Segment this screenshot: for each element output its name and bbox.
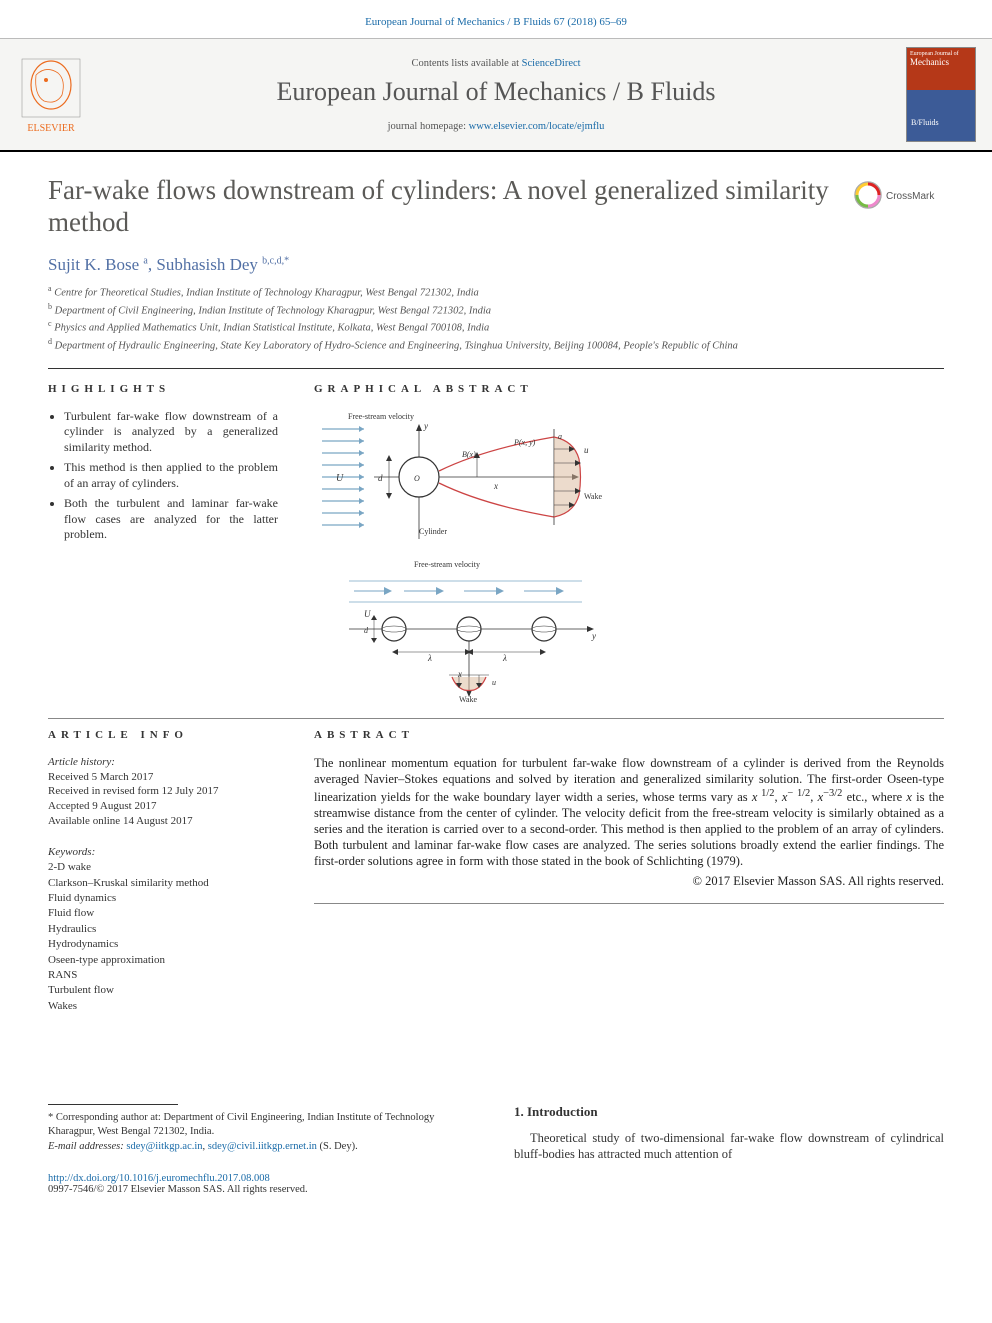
graphical-abstract-heading: GRAPHICAL ABSTRACT <box>314 383 944 395</box>
fig2-y-label: y <box>591 631 596 641</box>
highlights-list: Turbulent far-wake flow downstream of a … <box>48 409 278 544</box>
author-2-sup: b,c,d, <box>262 255 284 266</box>
fig1-y-label: y <box>423 421 428 431</box>
header-citation: European Journal of Mechanics / B Fluids… <box>0 0 992 38</box>
abstract-body: The nonlinear momentum equation for turb… <box>314 756 944 868</box>
email-label: E-mail addresses: <box>48 1141 126 1152</box>
abstract-heading: ABSTRACT <box>314 729 944 741</box>
footer-block: http://dx.doi.org/10.1016/j.euromechflu.… <box>0 1163 992 1219</box>
highlights-heading: HIGHLIGHTS <box>48 383 278 395</box>
affiliations-block: a Centre for Theoretical Studies, Indian… <box>48 283 944 354</box>
rule-before-info <box>48 718 944 719</box>
footnote-separator <box>48 1104 178 1105</box>
keyword: 2-D wake <box>48 860 278 875</box>
affiliation-c: c Physics and Applied Mathematics Unit, … <box>48 318 944 336</box>
corr-text: Corresponding author at: Department of C… <box>48 1112 434 1137</box>
email-suffix: (S. Dey). <box>317 1141 358 1152</box>
fig2-d-label: d <box>364 626 369 635</box>
keyword: Clarkson–Kruskal similarity method <box>48 876 278 891</box>
section-1-p1: Theoretical study of two-dimensional far… <box>514 1130 944 1163</box>
keyword: Oseen-type approximation <box>48 953 278 968</box>
corr-star: * <box>48 1112 56 1123</box>
fig1-Bx-label: B(x) <box>462 450 476 459</box>
aff-text-a: Centre for Theoretical Studies, Indian I… <box>52 287 479 298</box>
keyword: Hydraulics <box>48 922 278 937</box>
fig1-freestream-label: Free-stream velocity <box>348 412 414 421</box>
author-1: Sujit K. Bose <box>48 255 143 274</box>
article-info-heading: ARTICLE INFO <box>48 729 278 741</box>
fig2-wake-label: Wake <box>459 695 477 704</box>
rule-after-affil <box>48 368 944 369</box>
aff-text-d: Department of Hydraulic Engineering, Sta… <box>52 340 738 351</box>
fig1-O-label: O <box>414 474 420 483</box>
fig2-lambda-label-2: λ <box>502 653 507 663</box>
revised-date: Received in revised form 12 July 2017 <box>48 784 278 799</box>
highlight-item: Both the turbulent and laminar far-wake … <box>64 496 278 543</box>
accepted-date: Accepted 9 August 2017 <box>48 799 278 814</box>
keyword: Fluid dynamics <box>48 891 278 906</box>
abstract-copyright: © 2017 Elsevier Masson SAS. All rights r… <box>314 873 944 889</box>
aff-text-c: Physics and Applied Mathematics Unit, In… <box>52 323 490 334</box>
abstract-text: The nonlinear momentum equation for turb… <box>314 755 944 889</box>
footnote-block: * Corresponding author at: Department of… <box>48 1111 478 1154</box>
keyword: Hydrodynamics <box>48 937 278 952</box>
fig2-freestream-label: Free-stream velocity <box>414 560 480 569</box>
cover-mid-text: Mechanics <box>910 57 949 67</box>
keywords-label: Keywords: <box>48 845 278 860</box>
article-title: Far-wake flows downstream of cylinders: … <box>48 174 848 239</box>
keyword: Fluid flow <box>48 906 278 921</box>
highlight-item: Turbulent far-wake flow downstream of a … <box>64 409 278 456</box>
highlight-item: This method is then applied to the probl… <box>64 460 278 492</box>
affiliation-d: d Department of Hydraulic Engineering, S… <box>48 336 944 354</box>
fig2-U-label: U <box>364 609 371 619</box>
homepage-line: journal homepage: www.elsevier.com/locat… <box>86 121 906 132</box>
keyword: RANS <box>48 968 278 983</box>
keyword: Turbulent flow <box>48 983 278 998</box>
keyword: Wakes <box>48 999 278 1014</box>
affiliation-a: a Centre for Theoretical Studies, Indian… <box>48 283 944 301</box>
fig1-Pxy-label: P(x, y) <box>513 438 536 447</box>
aff-text-b: Department of Civil Engineering, Indian … <box>52 305 491 316</box>
journal-banner: ELSEVIER Contents lists available at Sci… <box>0 38 992 152</box>
elsevier-logo-icon: ELSEVIER <box>16 55 86 135</box>
author-2: , Subhasish Dey <box>148 255 262 274</box>
doi-link[interactable]: http://dx.doi.org/10.1016/j.euromechflu.… <box>48 1173 270 1184</box>
crossmark-label: CrossMark <box>886 191 935 202</box>
fig1-a-label: a <box>558 432 562 441</box>
fig1-u-label: u <box>584 445 589 455</box>
received-date: Received 5 March 2017 <box>48 770 278 785</box>
keywords-block: Keywords: 2-D wake Clarkson–Kruskal simi… <box>48 845 278 1014</box>
history-label: Article history: <box>48 755 278 770</box>
crossmark-badge[interactable]: CrossMark <box>854 178 944 212</box>
journal-cover-icon: European Journal ofMechanics B/Fluids <box>906 47 976 142</box>
fig1-d-label: d <box>378 473 383 483</box>
email-link-1[interactable]: sdey@iitkgp.ac.in <box>126 1141 202 1152</box>
journal-name: European Journal of Mechanics / B Fluids <box>86 77 906 107</box>
contents-prefix: Contents lists available at <box>411 58 521 69</box>
fig1-x-label: x <box>493 481 498 491</box>
fig2-u-label: u <box>492 678 496 687</box>
fig1-wake-label: Wake <box>584 492 602 501</box>
article-info-block: Article history: Received 5 March 2017 R… <box>48 755 278 829</box>
issn-line: 0997-7546/© 2017 Elsevier Masson SAS. Al… <box>48 1184 308 1195</box>
online-date: Available online 14 August 2017 <box>48 814 278 829</box>
corresponding-star: * <box>284 255 289 266</box>
fig1-cylinder-label: Cylinder <box>419 527 447 536</box>
homepage-prefix: journal homepage: <box>388 121 469 132</box>
cover-bot-text: B/Fluids <box>911 118 939 127</box>
authors-line: Sujit K. Bose a, Subhasish Dey b,c,d,* <box>48 255 944 275</box>
homepage-link[interactable]: www.elsevier.com/locate/ejmflu <box>469 121 605 132</box>
email-link-2[interactable]: sdey@civil.iitkgp.ernet.in <box>208 1141 317 1152</box>
fig2-lambda-label-1: λ <box>427 653 432 663</box>
section-1-title: 1. Introduction <box>514 1104 944 1120</box>
rule-after-abstract <box>314 903 944 904</box>
svg-text:ELSEVIER: ELSEVIER <box>27 123 75 134</box>
fig1-U-label: U <box>336 473 344 484</box>
sciencedirect-link[interactable]: ScienceDirect <box>522 58 581 69</box>
graphical-abstract-figure: Free-stream velocity U <box>314 409 614 708</box>
contents-line: Contents lists available at ScienceDirec… <box>86 58 906 69</box>
affiliation-b: b Department of Civil Engineering, India… <box>48 301 944 319</box>
